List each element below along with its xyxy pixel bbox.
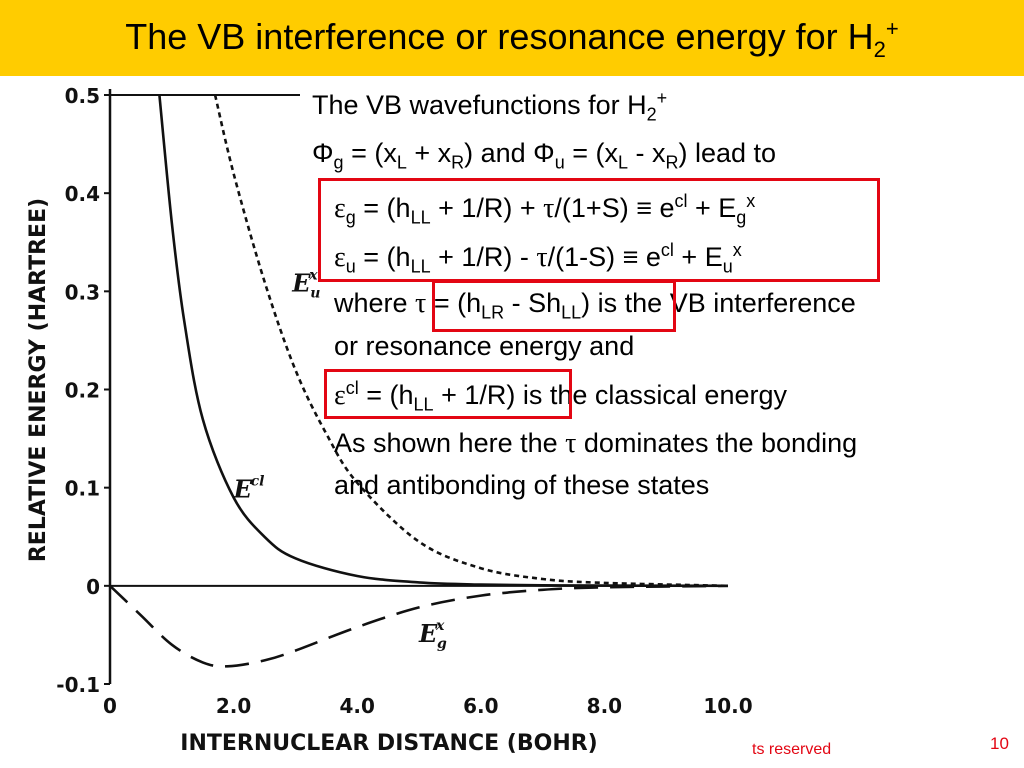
text-wavefunctions: The VB wavefunctions for H2+	[312, 88, 668, 125]
y-tick-label: 0.4	[65, 182, 100, 206]
highlight-box-classical	[324, 369, 572, 419]
text-resonance-energy: or resonance energy and	[334, 331, 635, 361]
x-tick-label: 8.0	[587, 694, 622, 718]
slide-title: The VB interference or resonance energy …	[125, 16, 899, 63]
curve-label-sup: cl	[251, 473, 265, 489]
x-tick-label: 0	[103, 694, 117, 718]
y-tick-label: 0.1	[65, 477, 100, 501]
equation-epsilon-u: εu = (hLL + 1/R) - τ/(1-S) ≡ ecl + Eux	[334, 240, 742, 277]
text-shown-here: As shown here the τ dominates the bondin…	[334, 428, 858, 459]
y-tick-label: 0	[86, 575, 100, 599]
text-tau-definition: where τ = (hLR - ShLL) is the VB interfe…	[334, 288, 856, 323]
x-tick-label: 4.0	[339, 694, 374, 718]
curve-label-ecl: E	[233, 474, 253, 503]
y-tick-label: 0.5	[65, 84, 100, 108]
text-classical-energy: εcl = (hLL + 1/R) is the classical energ…	[334, 378, 787, 415]
copyright-fragment: ts reserved	[752, 741, 832, 758]
energy-chart: 0.50.40.30.20.10-0.10 2.0 4.0 6.0 8.0 10.0INT…	[26, 84, 753, 756]
highlight-box-equations	[318, 178, 880, 282]
y-tick-label: 0.2	[65, 379, 100, 403]
curve-label-sup: x	[435, 618, 445, 634]
text-phi-definitions: Φg = (xL + xR) and Φu = (xL - xR) lead t…	[312, 138, 777, 173]
series-line-eux	[213, 94, 729, 588]
page-number: 10	[990, 734, 1009, 753]
curve-label-egx: E	[418, 619, 438, 648]
equation-epsilon-g: εg = (hLL + 1/R) + τ/(1+S) ≡ ecl + Egx	[334, 191, 756, 228]
series-line-egx	[109, 584, 729, 668]
x-tick-label: 6.0	[463, 694, 498, 718]
curve-label-sup: x	[308, 267, 318, 283]
title-bar	[0, 0, 1024, 76]
x-axis-label: INTERNUCLEAR DISTANCE (BOHR)	[180, 731, 597, 756]
y-axis-label: RELATIVE ENERGY (HARTREE)	[26, 198, 51, 562]
x-tick-label: 2.0	[216, 694, 251, 718]
series-line-ecl	[158, 94, 729, 588]
curve-label-sub: g	[437, 636, 447, 652]
x-tick-label: 10.0	[703, 694, 752, 718]
curve-label-eux: E	[291, 268, 311, 297]
y-tick-label: -0.1	[56, 673, 100, 697]
y-tick-label: 0.3	[65, 280, 100, 304]
highlight-box-tau	[432, 280, 676, 332]
curve-label-sub: u	[310, 285, 320, 301]
text-bonding-antibonding: and antibonding of these states	[334, 470, 710, 500]
